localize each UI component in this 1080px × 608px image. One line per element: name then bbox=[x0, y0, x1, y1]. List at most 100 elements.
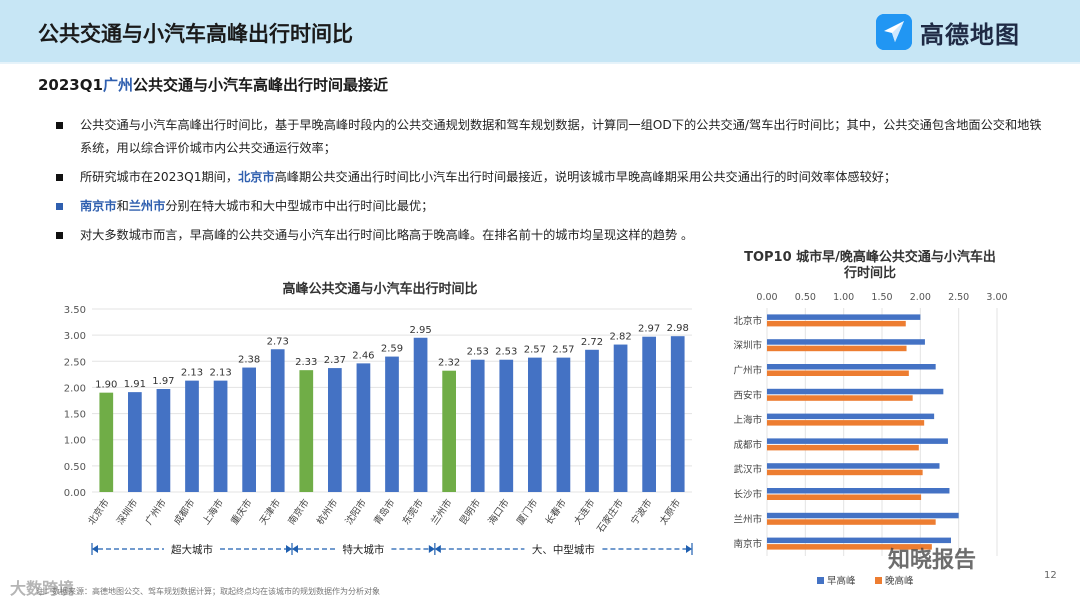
bar bbox=[767, 494, 922, 500]
bar bbox=[413, 337, 428, 492]
bullet-text: 和 bbox=[116, 199, 129, 213]
y-tick-label: 3.50 bbox=[64, 305, 86, 316]
x-tick-label: 深圳市 bbox=[114, 496, 140, 527]
bar bbox=[767, 537, 951, 544]
bullet-item: 所研究城市在2023Q1期间，北京市高峰期公共交通出行时间比小汽车出行时间最接近… bbox=[52, 166, 1042, 189]
x-tick-label: 厦门市 bbox=[514, 496, 540, 527]
legend-swatch bbox=[875, 577, 882, 584]
bullet-item: 对大多数城市而言，早高峰的公共交通与小汽车出行时间比略高于晚高峰。在排名前十的城… bbox=[52, 224, 1042, 247]
bar bbox=[213, 380, 228, 492]
y-tick-label: 武汉市 bbox=[733, 464, 762, 476]
bar-value-label: 1.90 bbox=[95, 380, 117, 391]
bar-value-label: 2.38 bbox=[238, 355, 260, 366]
amap-logo: 高德地图 bbox=[876, 12, 1020, 52]
x-tick-label: 宁波市 bbox=[628, 496, 654, 527]
bar-value-label: 2.53 bbox=[495, 347, 517, 358]
page-title: 公共交通与小汽车高峰出行时间比 bbox=[38, 22, 353, 46]
y-tick-label: 1.50 bbox=[64, 410, 86, 421]
x-tick-label: 3.00 bbox=[986, 292, 1007, 303]
bar-value-label: 2.97 bbox=[638, 324, 660, 335]
y-tick-label: 1.00 bbox=[64, 436, 86, 447]
bullet-square-icon bbox=[56, 203, 63, 210]
bar bbox=[767, 395, 913, 401]
x-tick-label: 2.00 bbox=[910, 292, 931, 303]
y-tick-label: 上海市 bbox=[733, 414, 762, 426]
bullet-highlight: 兰州市 bbox=[128, 199, 166, 213]
y-tick-label: 3.00 bbox=[64, 331, 86, 342]
x-tick-label: 天津市 bbox=[257, 496, 283, 527]
amap-arrow-icon bbox=[876, 14, 912, 50]
bar-value-label: 2.95 bbox=[409, 325, 431, 336]
x-tick-label: 1.00 bbox=[833, 292, 854, 303]
bar-value-label: 1.91 bbox=[124, 379, 146, 390]
bar-value-label: 2.98 bbox=[667, 323, 689, 334]
y-tick-label: 南京市 bbox=[733, 538, 762, 550]
bar bbox=[767, 370, 909, 376]
bar bbox=[585, 349, 599, 492]
logo-text: 高德地图 bbox=[920, 20, 1020, 49]
bar bbox=[767, 364, 936, 370]
subtitle-suffix: 公共交通与小汽车高峰出行时间最接近 bbox=[132, 76, 388, 94]
x-tick-label: 北京市 bbox=[86, 496, 112, 527]
left-chart-title: 高峰公共交通与小汽车出行时间比 bbox=[282, 282, 478, 297]
bullet-highlight: 北京市 bbox=[238, 170, 275, 184]
bar bbox=[767, 339, 925, 345]
x-tick-label: 0.00 bbox=[756, 292, 777, 303]
right-chart-title: TOP10 城市早/晚高峰公共交通与小汽车出行时间比 bbox=[744, 250, 996, 281]
bar bbox=[242, 367, 256, 492]
bar bbox=[99, 392, 114, 492]
group-label: 超大城市 bbox=[171, 543, 213, 556]
bar bbox=[270, 349, 285, 492]
legend-label: 早高峰 bbox=[827, 575, 856, 587]
x-tick-label: 昆明市 bbox=[457, 496, 483, 527]
bar-value-label: 1.97 bbox=[152, 376, 174, 387]
group-label: 特大城市 bbox=[342, 543, 384, 556]
bullet-text: 高峰期公共交通出行时间比小汽车出行时间最接近，说明该城市早晚高峰期采用公共交通出… bbox=[274, 170, 897, 184]
bar bbox=[328, 368, 342, 492]
x-tick-label: 兰州市 bbox=[428, 496, 454, 527]
y-tick-label: 2.00 bbox=[64, 383, 86, 394]
bullet-text: 公共交通与小汽车高峰出行时间比，基于早晚高峰时段内的公共交通规划数据和驾车规划数… bbox=[80, 118, 1042, 155]
bar-value-label: 2.32 bbox=[438, 358, 460, 369]
bar-value-label: 2.37 bbox=[324, 355, 346, 366]
bullet-item: 公共交通与小汽车高峰出行时间比，基于早晚高峰时段内的公共交通规划数据和驾车规划数… bbox=[52, 114, 1042, 160]
bar bbox=[767, 488, 950, 494]
group-label: 大、中型城市 bbox=[532, 543, 595, 556]
group-arrow-icon bbox=[434, 545, 441, 553]
watermark-right: 知晓报告 bbox=[888, 548, 977, 573]
subtitle-highlight: 广州 bbox=[102, 76, 133, 94]
x-tick-label: 广州市 bbox=[143, 496, 169, 527]
x-tick-label: 长春市 bbox=[543, 496, 569, 527]
bar bbox=[767, 444, 919, 451]
x-tick-label: 南京市 bbox=[286, 496, 312, 527]
subtitle-prefix: 2023Q1 bbox=[38, 76, 103, 94]
y-tick-label: 西安市 bbox=[733, 389, 762, 401]
y-tick-label: 0.00 bbox=[64, 488, 86, 499]
bar bbox=[642, 336, 656, 492]
bar bbox=[767, 463, 940, 469]
right-bar-chart: 0.00 0.50 1.00 1.50 2.00 2.50 3.00 北京市深圳市广州市西安市… bbox=[733, 292, 1007, 587]
bar bbox=[442, 370, 456, 492]
x-tick-label: 上海市 bbox=[200, 496, 226, 527]
bar-value-label: 2.73 bbox=[267, 336, 289, 347]
bar bbox=[767, 413, 935, 420]
bullet-list: 公共交通与小汽车高峰出行时间比，基于早晚高峰时段内的公共交通规划数据和驾车规划数… bbox=[52, 114, 1042, 253]
x-tick-label: 沈阳市 bbox=[343, 496, 369, 527]
y-tick-label: 深圳市 bbox=[733, 340, 762, 352]
left-bar-chart: 0.00 0.50 1.00 1.50 2.00 2.50 3.00 3.50 1.90 北京市 1… bbox=[64, 305, 693, 556]
bar bbox=[767, 544, 932, 550]
x-tick-label: 1.50 bbox=[871, 292, 892, 303]
x-tick-label: 重庆市 bbox=[228, 496, 254, 527]
bullet-square-icon bbox=[56, 122, 63, 129]
bar bbox=[767, 314, 921, 320]
bar-value-label: 2.57 bbox=[552, 345, 574, 356]
x-tick-label: 2.50 bbox=[948, 292, 969, 303]
group-arrow-icon bbox=[292, 545, 298, 553]
bullet-square-icon bbox=[56, 232, 63, 239]
bullet-text: 分别在特大城市和大中型城市中出行时间比最优； bbox=[165, 199, 434, 213]
bar bbox=[356, 363, 371, 492]
legend-swatch bbox=[817, 577, 824, 584]
footnote: 注：数据来源：高德地图公交、驾车规划数据计算；取起终点均在该城市的规划数据作为分… bbox=[36, 587, 380, 596]
bar-value-label: 2.53 bbox=[467, 347, 489, 358]
group-arrow-icon bbox=[286, 545, 292, 553]
